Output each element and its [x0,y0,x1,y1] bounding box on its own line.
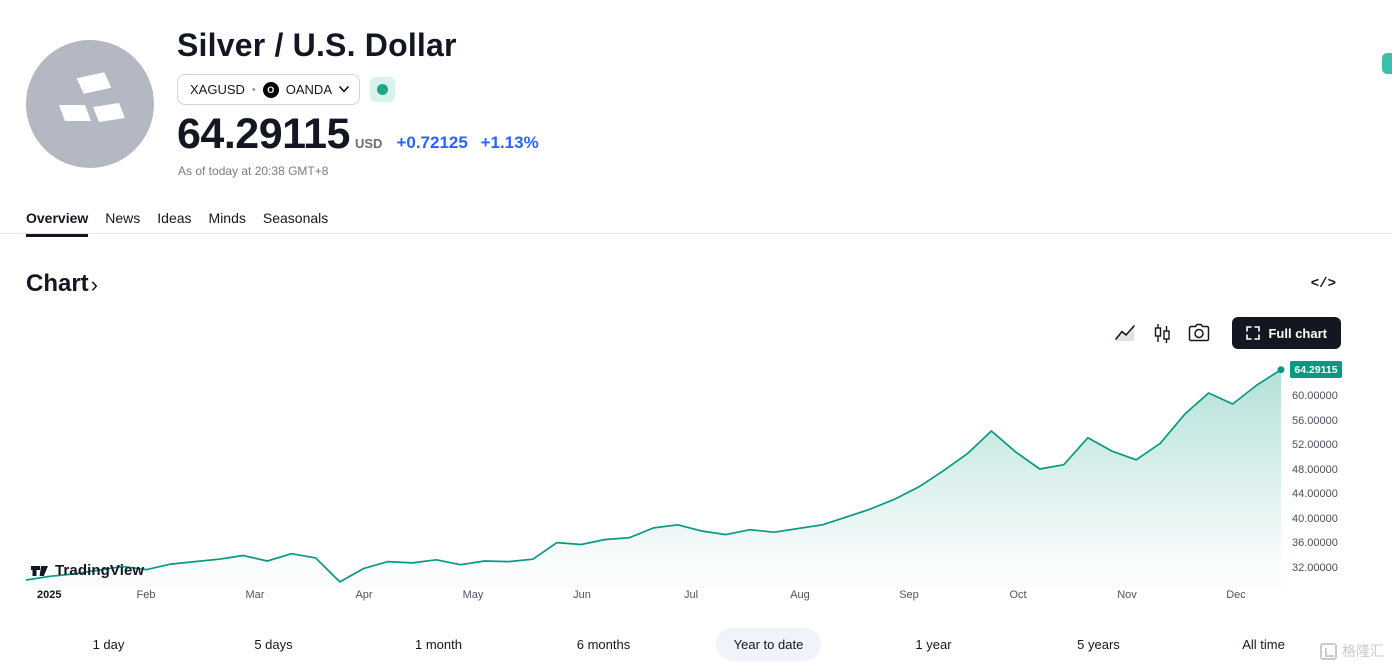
time-axis-label: Jul [683,589,699,601]
range-1-year[interactable]: 1 year [897,628,969,661]
site-watermark: 格隆汇 [1320,641,1384,661]
price-axis-label: 36.00000 [1292,537,1338,550]
range-5-years[interactable]: 5 years [1059,628,1138,661]
chevron-down-icon [339,86,349,93]
time-axis-label: Dec [1226,589,1246,601]
embed-code-icon[interactable]: </> [1310,276,1336,292]
time-axis: 2025 Feb Mar Apr May Jun Jul Aug Sep Oct Nov Dec [26,589,1285,605]
tab-ideas[interactable]: Ideas [157,210,192,226]
price-axis-label: 32.00000 [1292,561,1338,574]
price-axis-label: 52.00000 [1292,439,1338,452]
area-chart-style-icon[interactable] [1113,321,1137,345]
tab-news[interactable]: News [105,210,141,226]
chart-heading-label: Chart [26,270,89,297]
symbol-avatar [26,40,154,168]
time-axis-label: Jun [573,589,591,601]
price-area-chart [26,366,1285,588]
range-1-month[interactable]: 1 month [397,628,480,661]
watermark-text: 格隆汇 [1342,643,1384,659]
tradingview-mark-icon [31,566,48,576]
time-axis-label: Oct [1009,589,1027,601]
range-year-to-date[interactable]: Year to date [715,627,822,661]
chart-section-heading[interactable]: Chart › [26,270,98,298]
candlestick-style-icon[interactable] [1150,321,1174,345]
time-axis-label: Nov [1117,589,1137,601]
as-of-timestamp: As of today at 20:38 GMT+8 [178,164,329,178]
full-chart-button[interactable]: Full chart [1232,317,1341,349]
tab-minds[interactable]: Minds [208,210,246,226]
tradingview-logo-text: TradingView [55,562,145,579]
price-axis-label: 40.00000 [1292,512,1338,525]
time-axis-label: Mar [245,589,265,601]
symbol-selector[interactable]: XAGUSD • O OANDA [177,74,360,105]
camera-snapshot-icon[interactable] [1187,321,1211,345]
exchange-name: OANDA [285,82,332,97]
price-axis-label: 60.00000 [1292,390,1338,403]
tab-overview[interactable]: Overview [26,210,89,237]
fullscreen-icon [1246,326,1261,340]
market-status-indicator[interactable] [370,77,395,102]
price-change: +0.72125 +1.13% [396,133,538,153]
change-percent: +1.13% [480,133,539,152]
silver-ingots-icon [59,72,125,122]
range-1-day[interactable]: 1 day [75,628,143,661]
page-title: Silver / U.S. Dollar [177,27,457,63]
chart-toolbar: Full chart [1113,317,1341,349]
range-6-months[interactable]: 6 months [559,628,648,661]
last-price: 64.29115 [177,110,350,158]
time-axis-label: May [462,589,484,601]
price-axis-label: 56.00000 [1292,414,1338,427]
tradingview-logo[interactable]: TradingView [30,561,144,580]
time-axis-label: 2025 [37,589,62,601]
chevron-right-icon: › [90,271,98,297]
currency-label: USD [354,136,383,151]
range-all-time[interactable]: All time [1224,628,1303,661]
last-price-badge: 64.29115 [1290,361,1342,379]
exchange-logo: O [262,81,279,98]
last-price-dot [1277,366,1285,374]
date-range-selector: 1 day 5 days 1 month 6 months Year to da… [26,627,1346,661]
price-line [26,368,1282,583]
symbol-code: XAGUSD [190,82,245,97]
change-absolute: +0.72125 [396,133,468,152]
time-axis-label: Aug [790,589,810,601]
watermark-logo-icon [1320,642,1337,660]
range-5-days[interactable]: 5 days [236,628,310,661]
price-chart[interactable] [26,358,1285,588]
time-axis-label: Sep [899,589,919,601]
symbol-chip-row: XAGUSD • O OANDA [177,74,395,105]
price-axis-label: 44.00000 [1292,488,1338,501]
time-axis-label: Apr [355,589,373,601]
partial-edge-badge[interactable] [1382,53,1392,74]
price-axis: 60.00000 56.00000 52.00000 48.00000 44.00000… [1292,358,1364,588]
tabs-divider [0,233,1392,234]
area-fill [26,369,1281,588]
price-row: 64.29115 USD +0.72125 +1.13% [177,110,539,159]
chip-separator: • [251,83,256,96]
symbol-tabs: Overview News Ideas Minds Seasonals [26,210,328,237]
market-open-dot [377,84,388,95]
time-axis-label: Feb [136,589,156,601]
tab-seasonals[interactable]: Seasonals [262,210,329,226]
full-chart-label: Full chart [1268,325,1327,341]
price-axis-label: 48.00000 [1292,463,1338,476]
